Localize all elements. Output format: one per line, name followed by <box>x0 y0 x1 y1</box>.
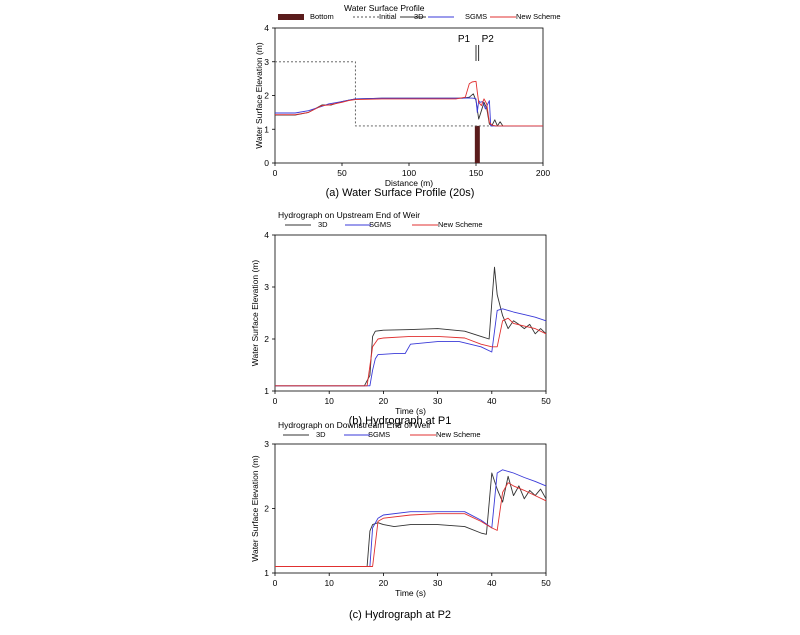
chart-title: Hydrograph on Downstream End of Weir <box>278 420 431 430</box>
x-tick-label: 0 <box>273 578 278 588</box>
series-new-scheme-line <box>275 482 547 567</box>
y-tick-label: 3 <box>264 282 269 292</box>
series-initial-line <box>275 61 543 127</box>
legend-entry: Bottom <box>310 12 334 21</box>
series-sgms-line <box>275 469 547 567</box>
series-new-scheme-line <box>275 80 543 127</box>
y-tick-label: 4 <box>264 23 269 33</box>
series-new-scheme-line <box>275 317 547 387</box>
y-axis-label: Water Surface Elevation (m) <box>250 455 260 562</box>
legend-entry: 3D <box>316 430 326 439</box>
y-tick-label: 3 <box>264 57 269 67</box>
legend-entry: New Scheme <box>516 12 561 21</box>
x-tick-label: 50 <box>337 168 347 178</box>
x-tick-label: 40 <box>487 396 497 406</box>
x-tick-label: 30 <box>433 396 443 406</box>
y-tick-label: 0 <box>264 158 269 168</box>
x-tick-label: 0 <box>273 396 278 406</box>
legend-entry: Initial <box>379 12 397 21</box>
x-tick-label: 20 <box>379 396 389 406</box>
x-tick-label: 50 <box>541 578 551 588</box>
x-tick-label: 40 <box>487 578 497 588</box>
y-tick-label: 1 <box>264 568 269 578</box>
y-tick-label: 3 <box>264 439 269 449</box>
legend-entry: 3D <box>414 12 424 21</box>
x-tick-label: 20 <box>379 578 389 588</box>
y-tick-label: 2 <box>264 334 269 344</box>
figure-caption: (a) Water Surface Profile (20s) <box>326 187 475 199</box>
legend-entry: New Scheme <box>436 430 481 439</box>
series-sgms-line <box>275 97 543 127</box>
series-sgms-line <box>275 308 547 387</box>
x-axis-label: Distance (m) <box>385 178 433 188</box>
y-tick-label: 4 <box>264 230 269 240</box>
chart-title: Hydrograph on Upstream End of Weir <box>278 210 420 220</box>
figure-caption: (b) Hydrograph at P1 <box>349 415 452 427</box>
x-tick-label: 50 <box>541 396 551 406</box>
bottom-bar <box>474 125 480 163</box>
plot-area <box>274 27 544 164</box>
x-axis-label: Time (s) <box>395 588 426 598</box>
x-tick-label: 100 <box>402 168 416 178</box>
legend-entry: SGMS <box>369 220 391 229</box>
x-tick-label: 200 <box>536 168 550 178</box>
plot-area <box>274 443 547 574</box>
chart-title: Water Surface Profile <box>344 3 425 13</box>
legend-entry: SGMS <box>465 12 487 21</box>
figure-caption: (c) Hydrograph at P2 <box>349 609 451 621</box>
marker-label: P2 <box>482 34 495 45</box>
x-tick-label: 30 <box>433 578 443 588</box>
x-tick-label: 0 <box>273 168 278 178</box>
y-tick-label: 1 <box>264 124 269 134</box>
x-tick-label: 150 <box>469 168 483 178</box>
legend-entry: SGMS <box>368 430 390 439</box>
y-axis-label: Water Surface Elevation (m) <box>250 260 260 367</box>
series-3d-line <box>275 472 547 567</box>
y-tick-label: 1 <box>264 386 269 396</box>
legend-entry: 3D <box>318 220 328 229</box>
marker-label: P1 <box>458 34 471 45</box>
legend-entry: New Scheme <box>438 220 483 229</box>
y-tick-label: 2 <box>264 504 269 514</box>
y-tick-label: 2 <box>264 91 269 101</box>
x-tick-label: 10 <box>324 578 334 588</box>
x-axis-label: Time (s) <box>395 406 426 416</box>
plot-area <box>274 234 547 392</box>
chart-panel-1: Water Surface Profile Bottom Initial 3D SGMS… <box>254 3 561 199</box>
y-axis-label: Water Surface Elevation (m) <box>254 42 264 149</box>
legend-swatch <box>278 14 304 20</box>
x-tick-label: 10 <box>324 396 334 406</box>
series-3d-line <box>275 266 547 387</box>
